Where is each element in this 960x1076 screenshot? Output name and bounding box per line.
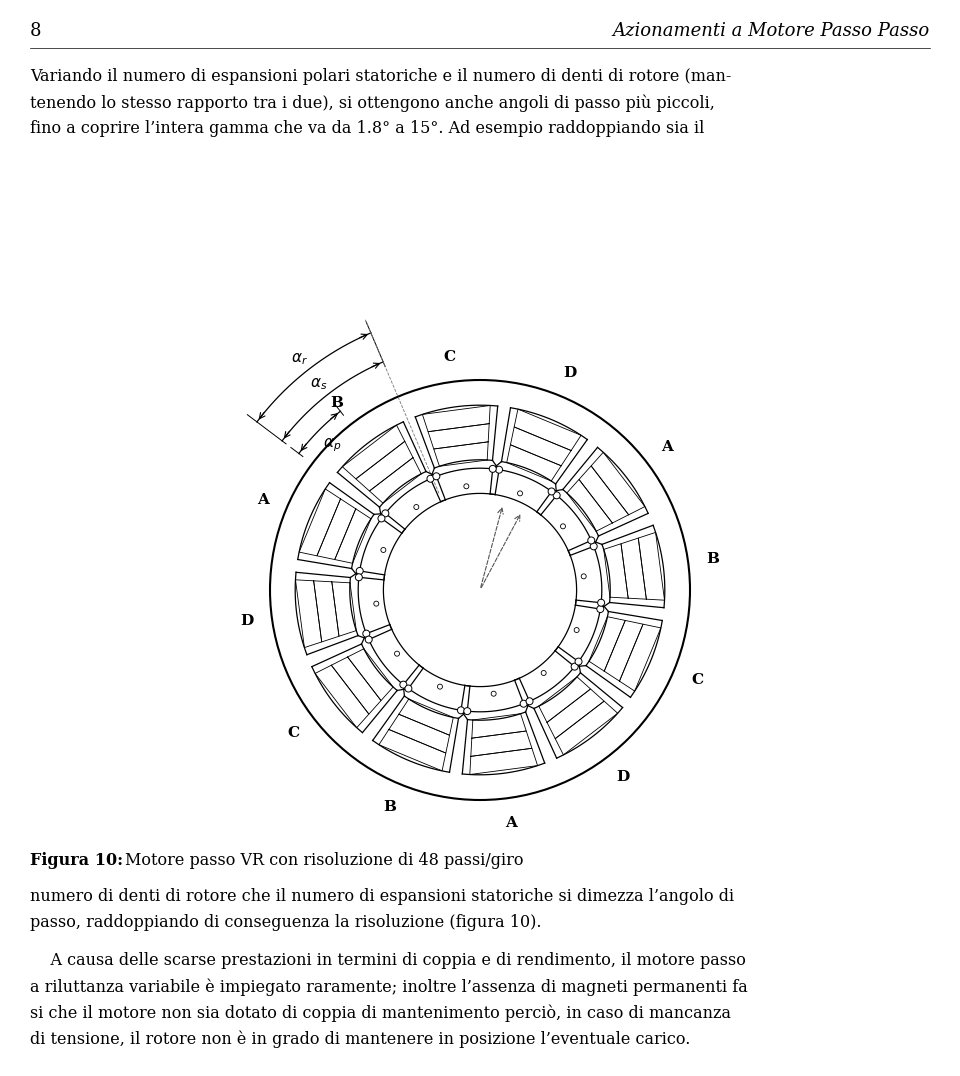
Circle shape: [464, 708, 470, 714]
Circle shape: [427, 476, 434, 482]
Circle shape: [365, 636, 372, 643]
Text: C: C: [444, 350, 455, 364]
Text: a riluttanza variabile è impiegato raramente; inoltre l’assenza di magneti perma: a riluttanza variabile è impiegato raram…: [30, 978, 748, 995]
Text: A: A: [660, 440, 673, 454]
Circle shape: [363, 631, 370, 637]
Circle shape: [464, 484, 468, 489]
Circle shape: [373, 601, 379, 606]
Circle shape: [520, 700, 527, 707]
Text: fino a coprire l’intera gamma che va da 1.8° a 15°. Ad esempio raddoppiando sia : fino a coprire l’intera gamma che va da …: [30, 121, 705, 137]
Text: tenendo lo stesso rapporto tra i due), si ottengono anche angoli di passo più pi: tenendo lo stesso rapporto tra i due), s…: [30, 94, 715, 112]
Circle shape: [574, 627, 579, 633]
Circle shape: [590, 543, 597, 550]
Text: Figura 10:: Figura 10:: [30, 852, 123, 869]
Circle shape: [598, 599, 605, 606]
Text: $\alpha_r$: $\alpha_r$: [291, 351, 308, 367]
Circle shape: [492, 691, 496, 696]
Text: B: B: [707, 552, 720, 566]
Circle shape: [490, 465, 496, 472]
Text: B: B: [383, 801, 396, 815]
Circle shape: [381, 548, 386, 552]
Circle shape: [433, 472, 440, 480]
Text: D: D: [616, 769, 630, 783]
Circle shape: [548, 487, 555, 495]
Circle shape: [571, 663, 578, 670]
Circle shape: [458, 707, 465, 713]
Circle shape: [382, 510, 389, 516]
Circle shape: [581, 574, 587, 579]
Circle shape: [378, 515, 385, 522]
Text: D: D: [564, 366, 577, 380]
Text: Azionamenti a Motore Passo Passo: Azionamenti a Motore Passo Passo: [612, 22, 930, 40]
Circle shape: [438, 684, 443, 689]
Circle shape: [575, 659, 582, 665]
Text: C: C: [691, 672, 704, 686]
Circle shape: [414, 505, 419, 510]
Circle shape: [395, 651, 399, 656]
Text: A causa delle scarse prestazioni in termini di coppia e di rendimento, il motore: A causa delle scarse prestazioni in term…: [30, 952, 746, 969]
Text: Motore passo VR con risoluzione di 48 passi/giro: Motore passo VR con risoluzione di 48 pa…: [125, 852, 523, 869]
Circle shape: [405, 685, 412, 692]
Circle shape: [541, 670, 546, 676]
Text: $\alpha_s$: $\alpha_s$: [310, 376, 327, 392]
Circle shape: [355, 574, 362, 581]
Text: numero di denti di rotore che il numero di espansioni statoriche si dimezza l’an: numero di denti di rotore che il numero …: [30, 888, 734, 905]
Text: passo, raddoppiando di conseguenza la risoluzione (figura 10).: passo, raddoppiando di conseguenza la ri…: [30, 914, 541, 931]
Text: D: D: [240, 613, 253, 627]
Text: $\alpha_p$: $\alpha_p$: [324, 436, 342, 454]
Circle shape: [526, 697, 533, 705]
Text: di tensione, il rotore non è in grado di mantenere in posizione l’eventuale cari: di tensione, il rotore non è in grado di…: [30, 1030, 690, 1048]
Circle shape: [597, 606, 604, 612]
Circle shape: [356, 567, 363, 575]
Text: Variando il numero di espansioni polari statoriche e il numero di denti di rotor: Variando il numero di espansioni polari …: [30, 68, 732, 85]
Text: si che il motore non sia dotato di coppia di mantenimento perciò, in caso di man: si che il motore non sia dotato di coppi…: [30, 1004, 731, 1021]
Text: A: A: [256, 493, 269, 507]
Text: B: B: [330, 396, 344, 410]
Circle shape: [495, 466, 502, 473]
Text: 8: 8: [30, 22, 41, 40]
Text: C: C: [287, 726, 300, 740]
Text: A: A: [505, 817, 516, 831]
Circle shape: [400, 681, 407, 689]
Circle shape: [517, 491, 522, 496]
Circle shape: [588, 537, 595, 544]
Circle shape: [553, 492, 560, 499]
Circle shape: [561, 524, 565, 528]
